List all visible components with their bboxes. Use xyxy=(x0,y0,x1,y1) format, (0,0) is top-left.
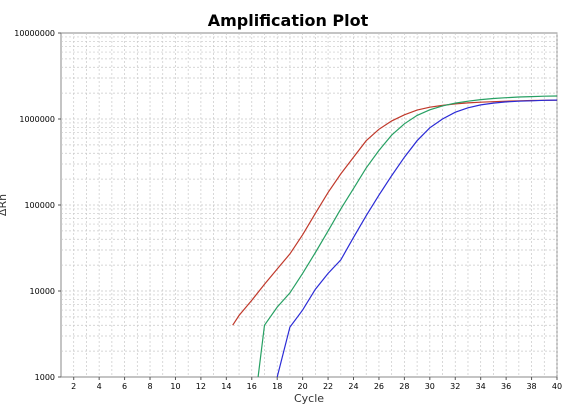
x-axis-ticks: 2 4 6 8 10 12 14 16 18 20 22 24 26 28 30 32 34 36 38 40 xyxy=(71,377,562,391)
y-axis-label: ΔRn xyxy=(0,194,9,216)
grid-lines xyxy=(61,33,558,377)
x-tick-label: 26 xyxy=(374,382,384,391)
x-tick-label: 2 xyxy=(71,382,76,391)
x-tick-label: 18 xyxy=(272,382,282,391)
y-tick-label: 100000 xyxy=(24,201,55,210)
chart-title: Amplification Plot xyxy=(208,11,369,30)
series-line-2 xyxy=(257,95,557,377)
x-tick-label: 16 xyxy=(247,382,257,391)
x-tick-label: 34 xyxy=(476,382,486,391)
x-tick-label: 38 xyxy=(526,382,536,391)
series-line-1 xyxy=(232,99,557,326)
series-line-3 xyxy=(276,99,557,377)
x-tick-label: 20 xyxy=(298,382,308,391)
x-tick-label: 12 xyxy=(196,382,206,391)
x-tick-label: 24 xyxy=(348,382,358,391)
x-tick-label: 6 xyxy=(122,382,127,391)
y-tick-label: 1000 xyxy=(35,373,55,382)
x-tick-label: 40 xyxy=(552,382,562,391)
x-tick-label: 4 xyxy=(97,382,102,391)
y-tick-label: 1000000 xyxy=(19,115,55,124)
x-tick-label: 14 xyxy=(221,382,231,391)
x-tick-label: 10 xyxy=(170,382,180,391)
y-tick-label: 10000000 xyxy=(14,29,55,38)
series-group xyxy=(232,95,557,377)
y-tick-label: 10000 xyxy=(30,287,55,296)
x-tick-label: 28 xyxy=(399,382,409,391)
x-tick-label: 22 xyxy=(323,382,333,391)
x-tick-label: 8 xyxy=(147,382,152,391)
x-tick-label: 32 xyxy=(450,382,460,391)
x-axis-label: Cycle xyxy=(294,392,324,405)
x-tick-label: 30 xyxy=(425,382,435,391)
x-tick-label: 36 xyxy=(501,382,511,391)
y-axis-ticks: 1000 10000 100000 1000000 10000000 xyxy=(14,29,61,382)
